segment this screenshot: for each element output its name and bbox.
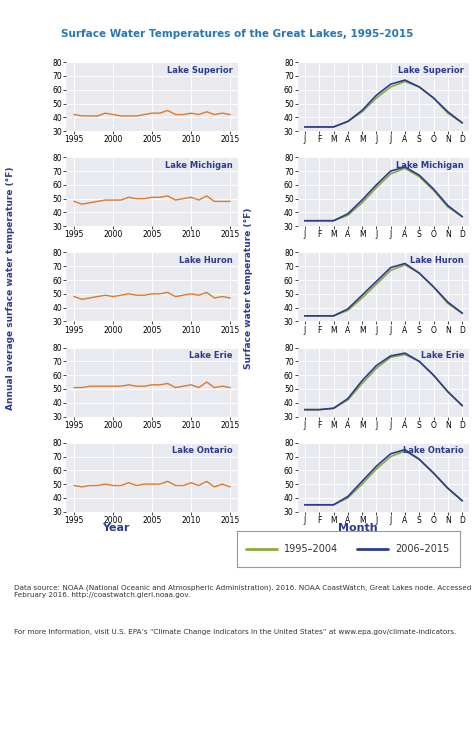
Text: Annual average surface water temperature (°F): Annual average surface water temperature…: [6, 167, 15, 411]
Text: Lake Michigan: Lake Michigan: [396, 161, 464, 170]
Text: Lake Ontario: Lake Ontario: [403, 446, 464, 455]
Text: For more information, visit U.S. EPA’s “Climate Change Indicators in the United : For more information, visit U.S. EPA’s “…: [14, 629, 456, 635]
Text: Month: Month: [338, 523, 378, 533]
Text: Lake Huron: Lake Huron: [410, 256, 464, 265]
Text: Data source: NOAA (National Oceanic and Atmospheric Administration). 2016. NOAA : Data source: NOAA (National Oceanic and …: [14, 585, 472, 598]
Text: Lake Huron: Lake Huron: [179, 256, 233, 265]
Text: Lake Ontario: Lake Ontario: [172, 446, 233, 455]
Text: Surface water temperature (°F): Surface water temperature (°F): [245, 208, 253, 369]
Text: 1995–2004: 1995–2004: [284, 544, 338, 554]
Text: Lake Superior: Lake Superior: [167, 66, 233, 75]
Text: Lake Superior: Lake Superior: [398, 66, 464, 75]
Text: Surface Water Temperatures of the Great Lakes, 1995–2015: Surface Water Temperatures of the Great …: [61, 29, 413, 39]
Text: Year: Year: [102, 523, 130, 533]
Text: Lake Erie: Lake Erie: [189, 351, 233, 360]
Text: Lake Erie: Lake Erie: [420, 351, 464, 360]
Text: 2006–2015: 2006–2015: [395, 544, 449, 554]
Text: Lake Michigan: Lake Michigan: [165, 161, 233, 170]
